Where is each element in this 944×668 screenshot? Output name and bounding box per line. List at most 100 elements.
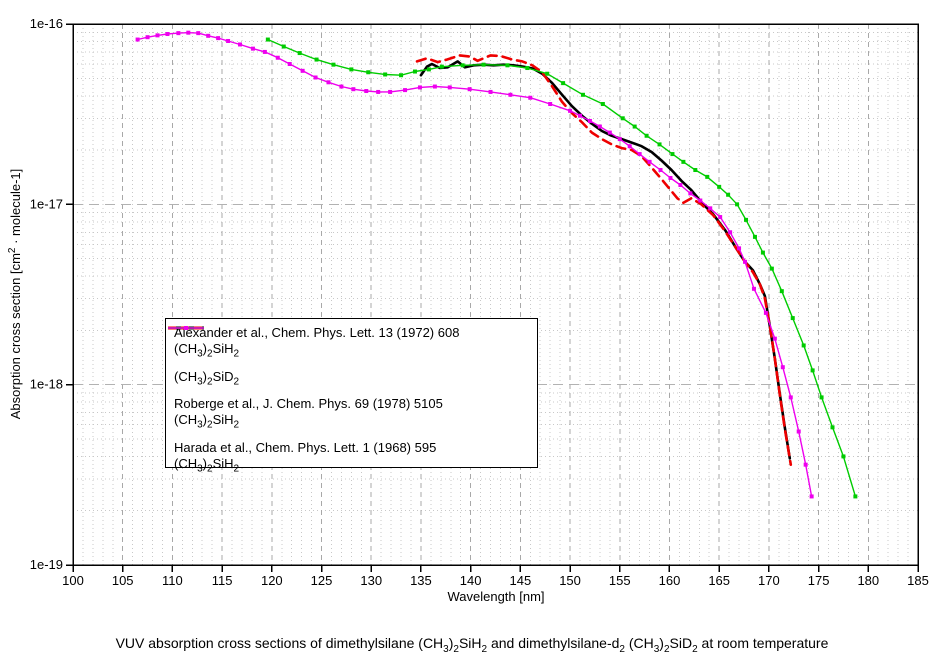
data-point bbox=[801, 343, 806, 348]
data-point bbox=[447, 85, 452, 90]
data-point bbox=[788, 395, 793, 400]
data-point bbox=[417, 85, 422, 90]
data-point bbox=[737, 246, 742, 251]
legend-text: (CH3)2SiD2 bbox=[174, 369, 239, 391]
data-point bbox=[708, 206, 713, 211]
data-point bbox=[525, 66, 530, 71]
data-point bbox=[578, 113, 582, 118]
data-point bbox=[297, 51, 302, 56]
x-tick-label: 185 bbox=[907, 573, 929, 588]
data-point bbox=[769, 266, 774, 271]
data-point bbox=[481, 62, 486, 67]
x-tick-label: 165 bbox=[708, 573, 730, 588]
y-tick-label: 1e-18 bbox=[30, 377, 63, 392]
series-markers-roberge bbox=[265, 37, 858, 499]
data-point bbox=[796, 429, 801, 434]
legend-label: Roberge et al., J. Chem. Phys. 69 (1978)… bbox=[174, 396, 443, 412]
data-point bbox=[155, 33, 160, 38]
data-point bbox=[388, 89, 393, 94]
legend-text: Roberge et al., J. Chem. Phys. 69 (1978)… bbox=[174, 396, 443, 434]
data-point bbox=[196, 31, 201, 36]
data-point bbox=[688, 191, 693, 196]
data-point bbox=[751, 286, 756, 291]
plot-border bbox=[72, 23, 919, 566]
data-point bbox=[176, 31, 181, 36]
grid-major bbox=[73, 24, 918, 565]
data-point bbox=[763, 310, 768, 315]
data-point bbox=[752, 234, 757, 239]
legend: Alexander et al., Chem. Phys. Lett. 13 (… bbox=[165, 318, 538, 474]
data-point bbox=[275, 55, 280, 60]
data-point bbox=[226, 38, 231, 43]
data-point bbox=[647, 159, 652, 164]
legend-label: (CH3)2SiD2 bbox=[174, 368, 240, 388]
plot-area: 100 105 110 115 120 125 130 135 140 145 150 155 160 1… bbox=[30, 16, 929, 588]
series-markers-harada bbox=[135, 30, 814, 499]
data-point bbox=[670, 152, 675, 157]
data-point bbox=[568, 108, 573, 113]
data-point bbox=[439, 64, 444, 69]
data-point bbox=[300, 68, 305, 73]
y-tick-label: 1e-19 bbox=[30, 557, 63, 572]
data-point bbox=[760, 250, 765, 255]
data-point bbox=[810, 368, 815, 373]
legend-formula: (CH3)2SiH2 bbox=[174, 341, 240, 360]
y-axis-label: Absorption cross section [cm2 · molecule… bbox=[6, 168, 24, 420]
legend-marker bbox=[184, 326, 188, 330]
legend-item-alexander: Alexander et al., Chem. Phys. Lett. 13 (… bbox=[168, 325, 529, 363]
data-point bbox=[637, 152, 642, 157]
data-point bbox=[403, 88, 408, 93]
data-point bbox=[351, 87, 356, 92]
data-point bbox=[587, 118, 592, 123]
data-point bbox=[830, 425, 835, 430]
data-point bbox=[705, 174, 710, 179]
y-tick-label: 1e-16 bbox=[30, 16, 63, 31]
x-tick-label: 130 bbox=[360, 573, 382, 588]
data-point bbox=[600, 102, 605, 107]
data-point bbox=[349, 67, 354, 72]
legend-formula: (CH3)2SiH2 bbox=[174, 412, 240, 431]
x-tick-label: 160 bbox=[659, 573, 681, 588]
data-point bbox=[607, 130, 612, 135]
x-tick-label: 115 bbox=[212, 573, 233, 588]
x-tick-label: 145 bbox=[510, 573, 532, 588]
data-point bbox=[505, 63, 510, 68]
data-point bbox=[460, 63, 465, 68]
data-point bbox=[779, 289, 784, 294]
data-point bbox=[186, 30, 191, 35]
x-tick-label: 105 bbox=[112, 573, 134, 588]
data-point bbox=[853, 494, 858, 499]
legend-text: Alexander et al., Chem. Phys. Lett. 13 (… bbox=[174, 325, 459, 363]
data-point bbox=[135, 37, 140, 42]
data-point bbox=[693, 168, 698, 173]
legend-label: Alexander et al., Chem. Phys. Lett. 13 (… bbox=[174, 325, 460, 340]
legend-line-sample-harada bbox=[168, 326, 204, 330]
legend-item-sid2: (CH3)2SiD2 bbox=[168, 326, 529, 391]
x-tick-label: 100 bbox=[62, 573, 84, 588]
data-point bbox=[314, 57, 319, 62]
data-point bbox=[467, 87, 472, 92]
data-point bbox=[545, 71, 550, 76]
data-point bbox=[145, 35, 150, 40]
chart-title: VUV absorption cross sections of dimethy… bbox=[115, 635, 829, 655]
data-point bbox=[681, 159, 686, 164]
data-point bbox=[658, 168, 663, 173]
data-point bbox=[262, 49, 267, 54]
data-point bbox=[597, 124, 602, 129]
data-point bbox=[399, 73, 404, 78]
legend-label: Harada et al., Chem. Phys. Lett. 1 (1968… bbox=[174, 439, 437, 455]
x-tick-label: 170 bbox=[758, 573, 780, 588]
data-point bbox=[206, 33, 211, 38]
data-point bbox=[281, 44, 286, 49]
data-point bbox=[819, 395, 824, 400]
x-tick-label: 135 bbox=[410, 573, 432, 588]
y-tick-label: 1e-17 bbox=[30, 196, 63, 211]
data-point bbox=[412, 69, 417, 74]
x-tick-label: 110 bbox=[162, 573, 183, 588]
data-point bbox=[216, 36, 221, 41]
data-point bbox=[488, 89, 493, 94]
data-point bbox=[728, 230, 733, 235]
data-point bbox=[561, 81, 566, 86]
data-point bbox=[743, 259, 748, 264]
data-point bbox=[726, 192, 731, 197]
